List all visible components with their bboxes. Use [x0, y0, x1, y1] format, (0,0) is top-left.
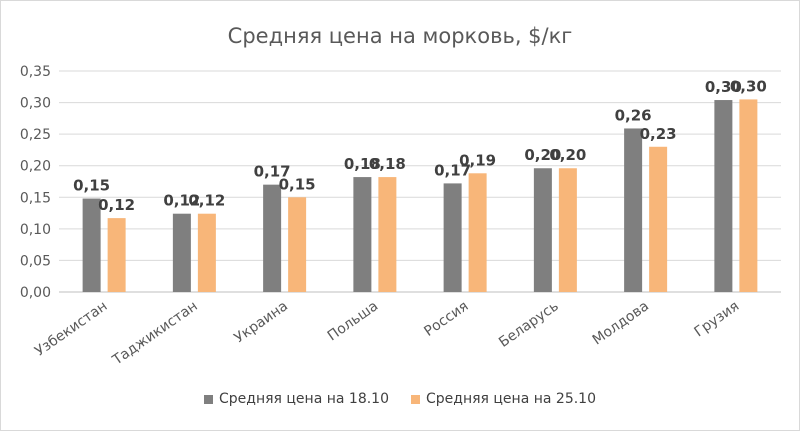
- y-tick-label: 0,30: [20, 96, 51, 112]
- bar: [468, 173, 487, 292]
- legend-label-series-1: Средняя цена на 18.10: [219, 391, 389, 407]
- y-tick-label: 0,05: [20, 253, 51, 269]
- bar: [533, 168, 552, 292]
- data-labels: 0,150,12 0,120,120,170,150,180,18 0,170,19…: [73, 77, 767, 214]
- bar: [107, 218, 126, 292]
- bar: [288, 197, 307, 292]
- bar: [624, 128, 643, 292]
- bar: [353, 177, 372, 292]
- data-label: 0,23: [640, 125, 677, 143]
- y-tick-label: 0,15: [20, 190, 51, 206]
- data-label: 0,17: [254, 163, 291, 181]
- x-axis: Узбекистан Таджикистан Украина Польша Россия…: [32, 298, 742, 369]
- data-label: 0,15: [73, 177, 110, 195]
- bar: [714, 100, 733, 292]
- y-tick-label: 0,00: [20, 285, 51, 301]
- bars: [82, 99, 758, 293]
- bar: [82, 198, 101, 292]
- bar: [197, 213, 216, 292]
- y-tick-label: 0,20: [20, 159, 51, 175]
- data-label: 0,12: [98, 196, 135, 214]
- bar: [739, 99, 758, 293]
- legend-label-series-2: Средняя цена на 25.10: [426, 391, 596, 407]
- y-axis: 0,00 0,05 0,10 0,15 0,20 0,25 0,30 0,35: [20, 64, 51, 301]
- bar: [558, 168, 577, 292]
- data-label: 0,18: [344, 155, 381, 173]
- x-tick-label: Грузия: [691, 298, 742, 340]
- data-label: 0,26: [615, 106, 652, 124]
- x-tick-label: Польша: [325, 298, 381, 344]
- bar: [443, 183, 462, 292]
- legend: Средняя цена на 18.10 Средняя цена на 25…: [1, 391, 799, 407]
- legend-item-series-1: Средняя цена на 18.10: [204, 391, 389, 407]
- legend-item-series-2: Средняя цена на 25.10: [411, 391, 596, 407]
- x-tick-label: Узбекистан: [32, 298, 110, 360]
- data-label: 0,20: [524, 146, 561, 164]
- data-label: 0,18: [369, 155, 406, 173]
- gridlines: [59, 70, 781, 293]
- x-tick-label: Украина: [232, 298, 291, 346]
- bar: [172, 213, 191, 292]
- data-label: 0,12: [188, 192, 225, 210]
- chart-title: Средняя цена на морковь, $/кг: [228, 24, 573, 48]
- y-tick-label: 0,10: [20, 222, 51, 238]
- y-tick-label: 0,25: [20, 127, 51, 143]
- legend-swatch-series-2: [411, 394, 420, 404]
- y-tick-label: 0,35: [20, 64, 51, 80]
- x-tick-label: Таджикистан: [109, 298, 201, 369]
- data-label: 0,15: [279, 175, 316, 193]
- data-label: 0,30: [730, 77, 767, 95]
- data-label: 0,19: [459, 151, 496, 169]
- legend-swatch-series-1: [204, 394, 213, 404]
- bar: [649, 146, 668, 292]
- x-tick-label: Беларусь: [496, 298, 562, 351]
- data-label: 0,12: [163, 192, 200, 210]
- data-label: 0,17: [434, 161, 471, 179]
- bar: [378, 177, 397, 292]
- x-tick-label: Россия: [421, 298, 471, 340]
- data-label: 0,30: [705, 78, 742, 96]
- x-tick-label: Молдова: [590, 298, 652, 348]
- data-label: 0,20: [549, 146, 586, 164]
- bar: [263, 184, 282, 292]
